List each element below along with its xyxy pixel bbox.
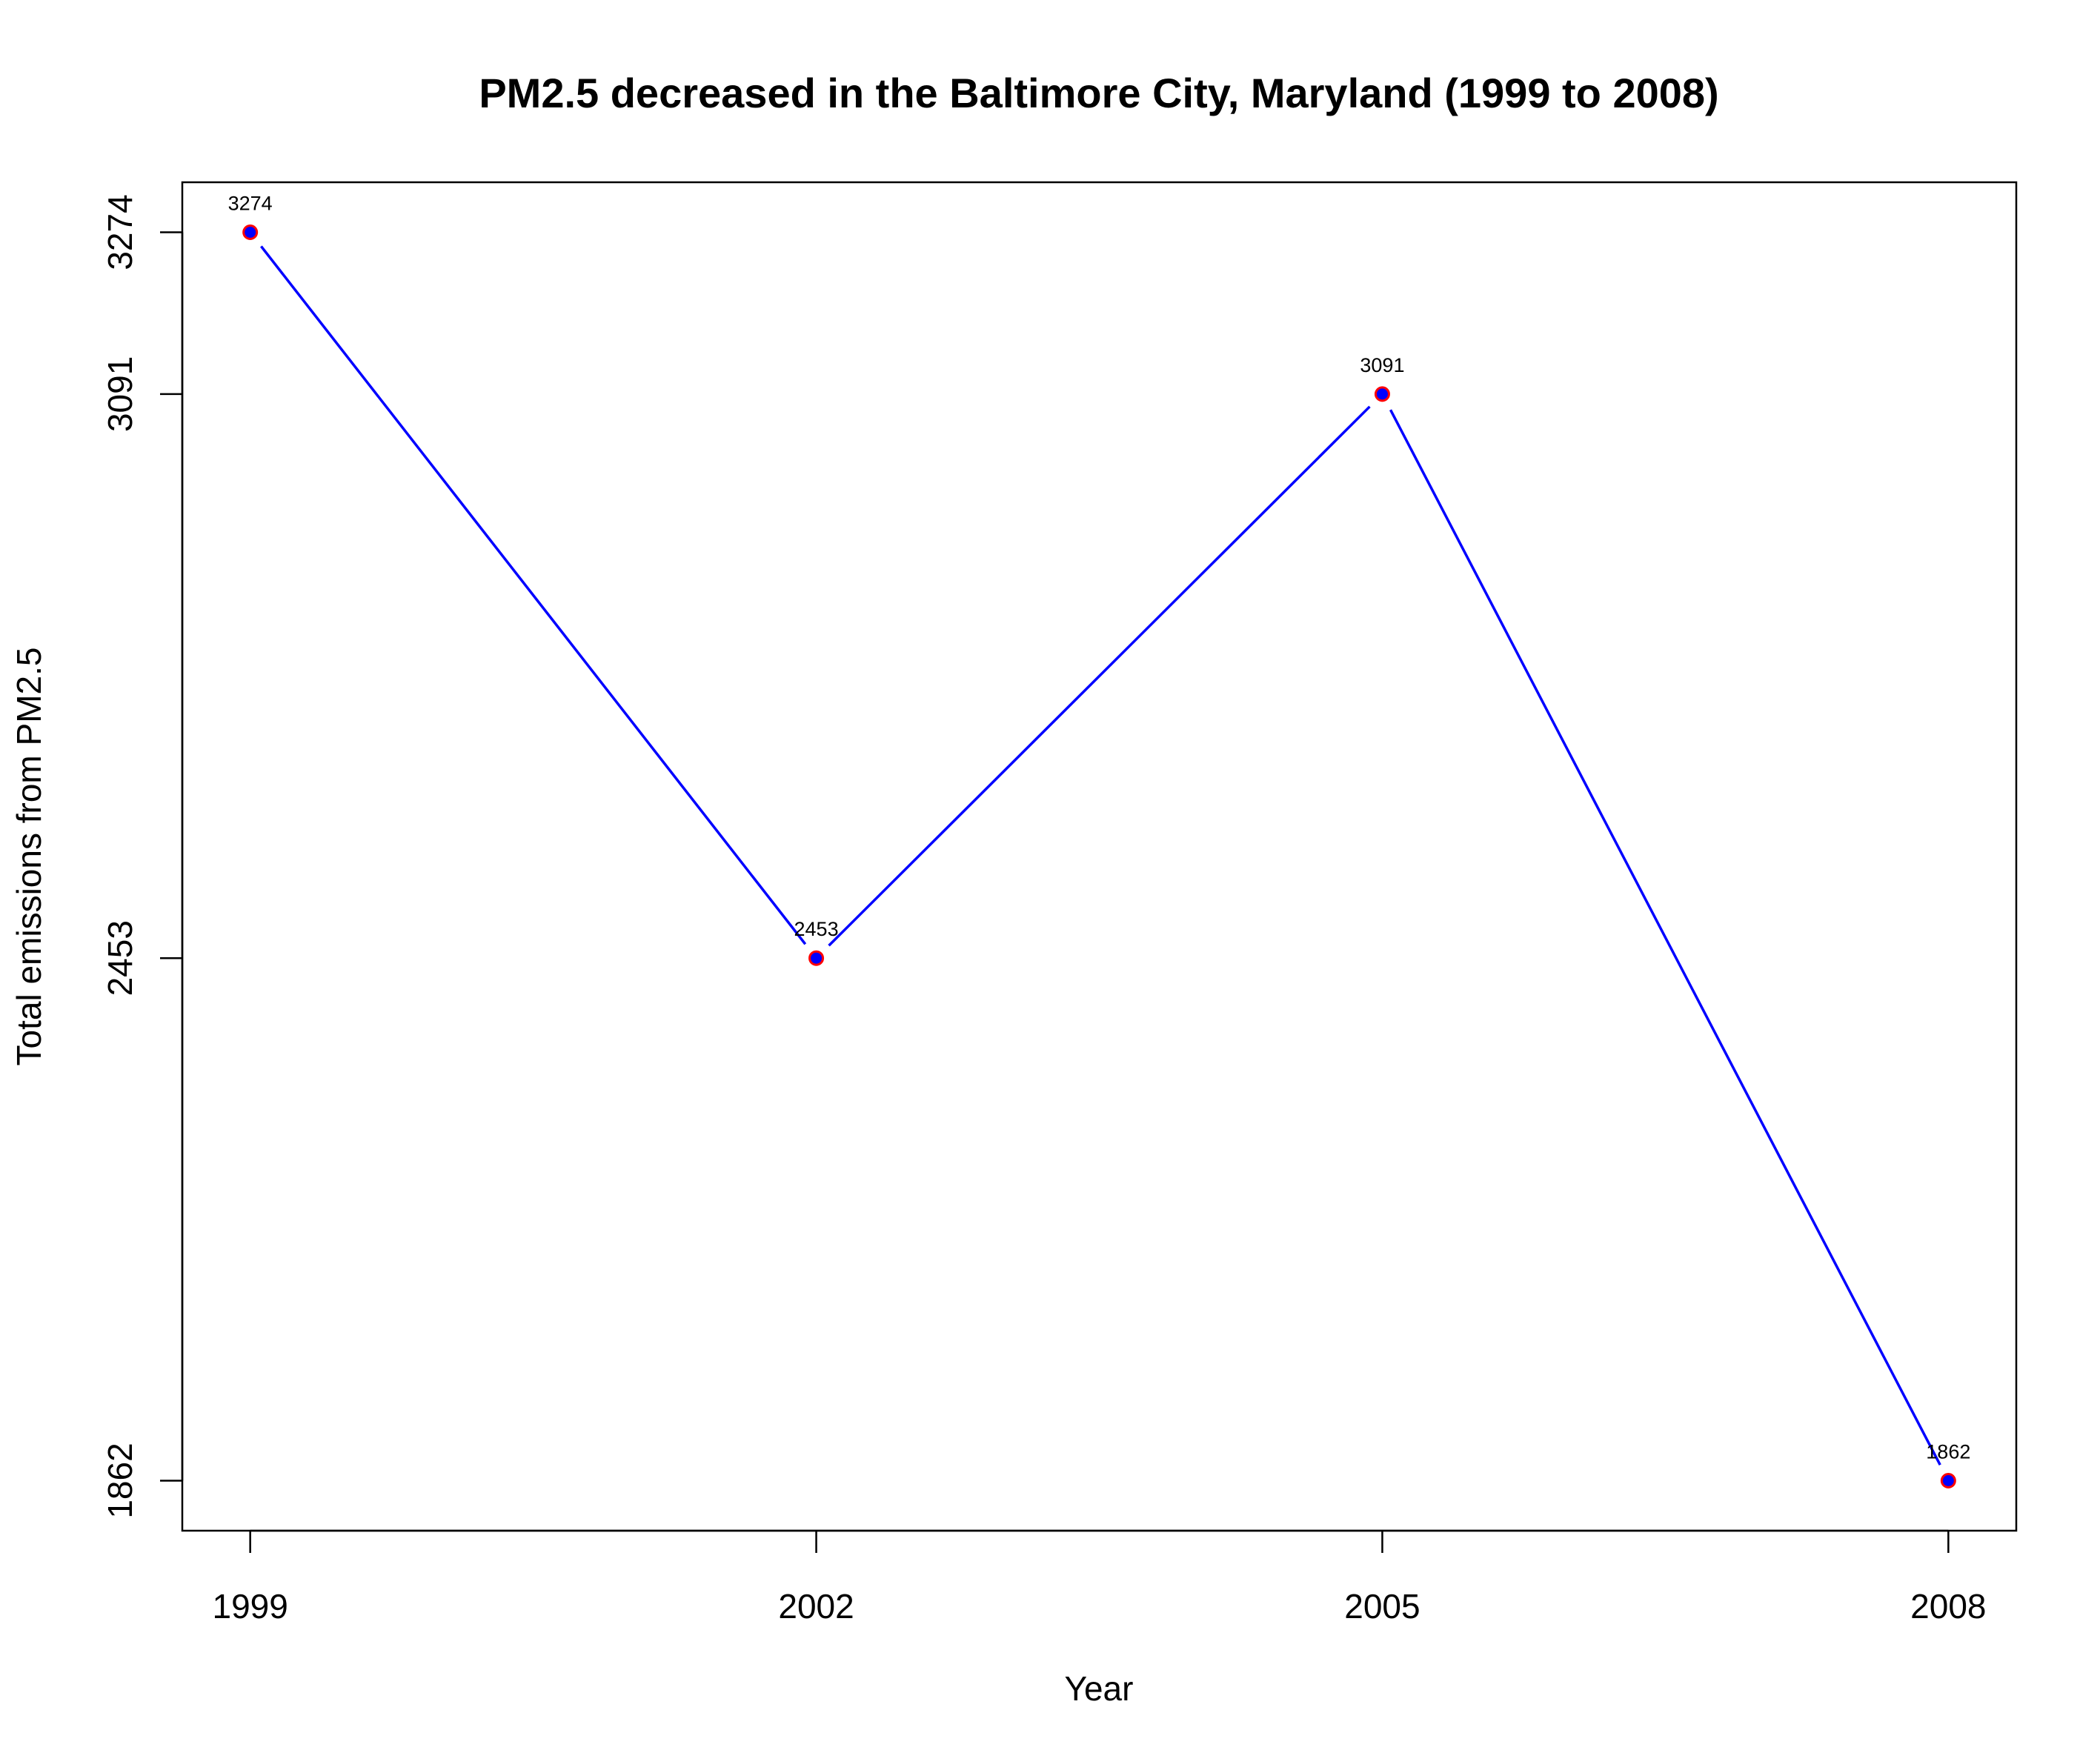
y-axis-label: Total emissions from PM2.5 [10, 648, 48, 1066]
chart-title: PM2.5 decreased in the Baltimore City, M… [479, 70, 1718, 116]
series-line-segment [260, 245, 807, 945]
series-line-segment [1389, 409, 1941, 1466]
data-label: 1862 [1926, 1441, 1970, 1463]
x-axis-label: Year [1065, 1669, 1134, 1708]
data-label: 3274 [228, 192, 273, 214]
y-tick-label: 3274 [101, 194, 139, 270]
x-tick-label: 1999 [212, 1587, 288, 1626]
y-tick-label: 3091 [101, 356, 139, 432]
y-tick-label: 2453 [101, 920, 139, 996]
x-tick-label: 2005 [1344, 1587, 1420, 1626]
x-tick-label: 2002 [778, 1587, 854, 1626]
series-layer: 3274 2453 3091 1862 [228, 192, 1970, 1489]
data-point [242, 224, 259, 240]
plot-frame [181, 181, 2018, 1532]
x-tick-label: 2008 [1910, 1587, 1986, 1626]
data-point [1940, 1473, 1956, 1489]
data-point [808, 950, 825, 966]
x-axis: 1999 2002 2005 2008 [212, 1529, 1987, 1626]
y-tick-label: 1862 [101, 1443, 139, 1518]
data-point [1374, 386, 1390, 402]
data-label: 3091 [1360, 354, 1404, 376]
y-axis: 1862 2453 3091 3274 [101, 194, 184, 1519]
data-label: 2453 [794, 918, 839, 940]
series-line-segment [828, 405, 1371, 947]
